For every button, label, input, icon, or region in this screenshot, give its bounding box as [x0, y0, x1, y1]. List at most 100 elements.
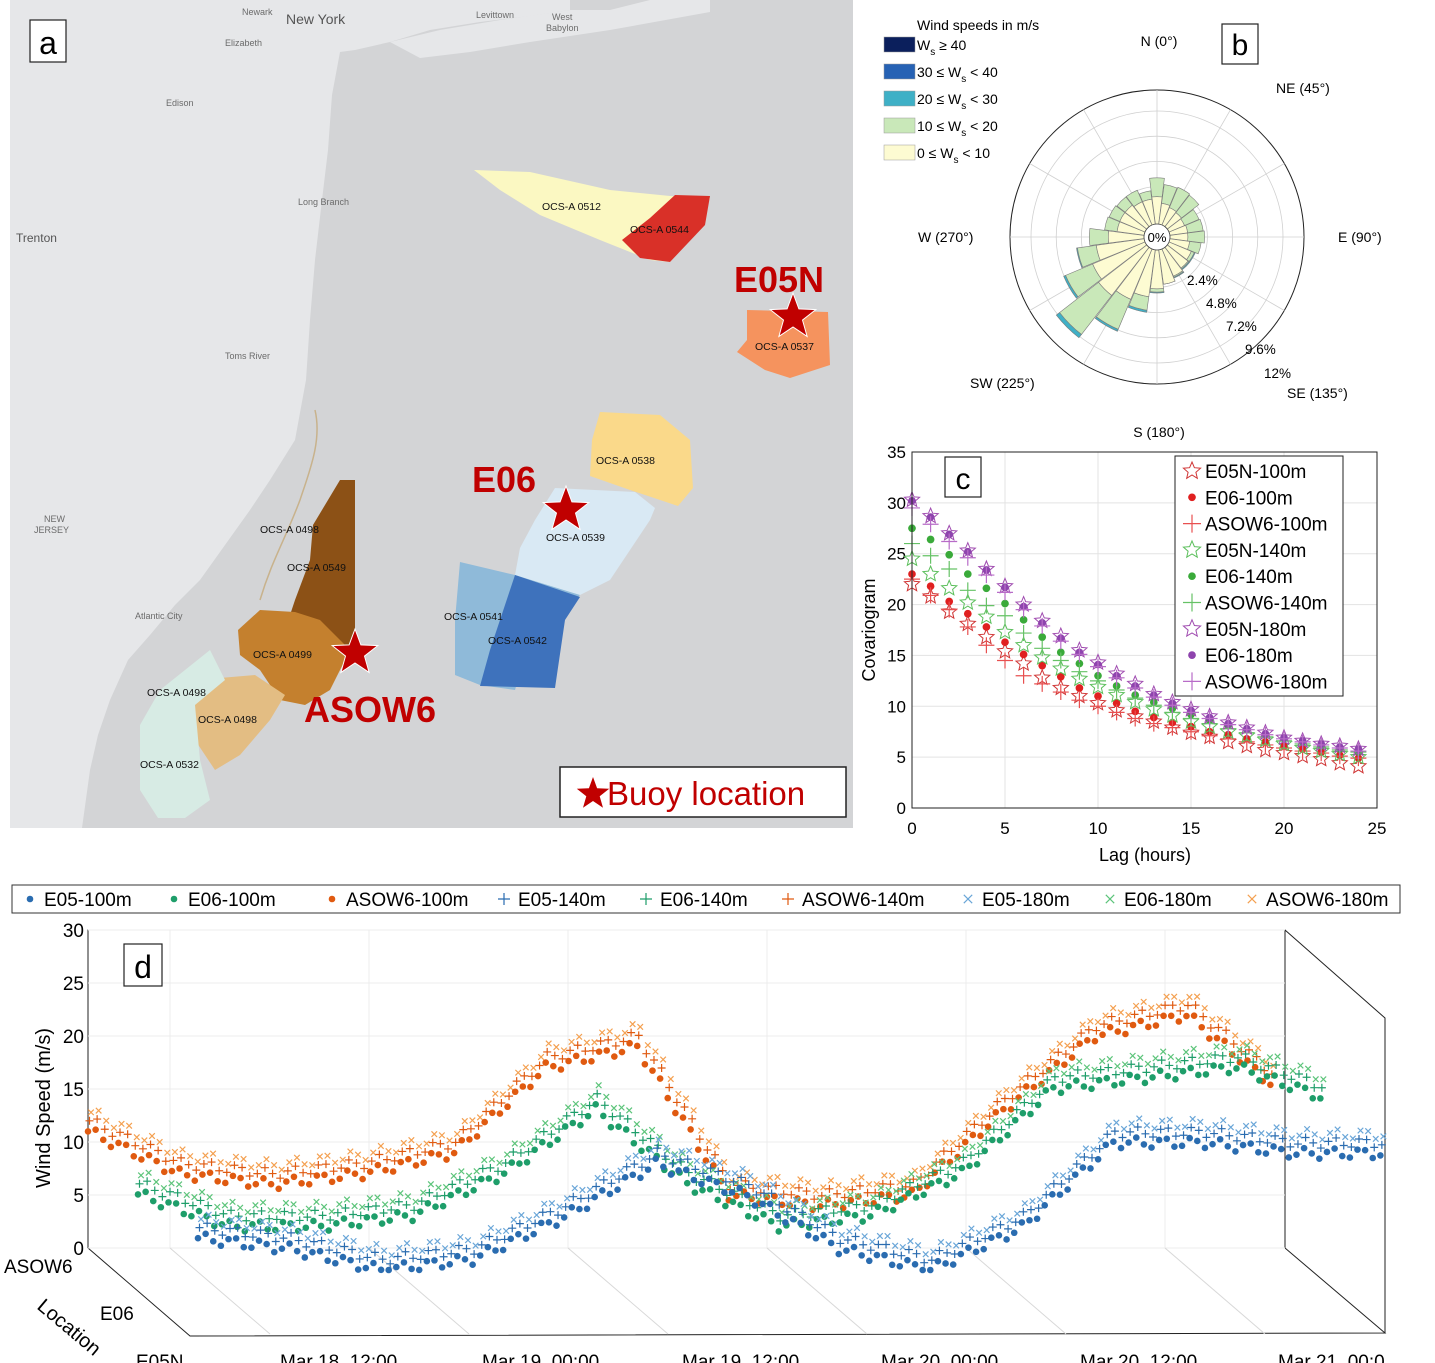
timeseries-point [1303, 1125, 1311, 1133]
timeseries-point [1145, 1012, 1154, 1021]
timeseries-point [337, 1164, 346, 1173]
timeseries-point [1249, 1057, 1258, 1066]
timeseries-point [1046, 1055, 1055, 1064]
timeseries-point [1225, 1131, 1234, 1140]
covariogram-point [996, 622, 1014, 640]
timeseries-point [973, 1161, 981, 1168]
timeseries-point [1217, 1124, 1226, 1133]
timeseries-point [421, 1148, 430, 1157]
covariogram-point [959, 618, 976, 635]
covariogram-point [977, 607, 996, 625]
timeseries-point [751, 1202, 759, 1209]
timeseries-point [1380, 1133, 1387, 1140]
timeseries-point [1145, 1023, 1152, 1031]
timeseries-point [827, 1177, 835, 1184]
timeseries-point [1210, 1062, 1217, 1069]
timeseries-point [401, 1247, 410, 1256]
timeseries-point [527, 1083, 534, 1091]
covariogram-point [1276, 730, 1292, 747]
timeseries-point [627, 1028, 636, 1037]
timeseries-point [703, 1145, 712, 1154]
timeseries-point [1218, 1051, 1227, 1060]
timeseries-point [633, 1120, 641, 1128]
timeseries-point [836, 1219, 844, 1226]
covariogram-point [945, 550, 954, 559]
timeseries-point [1039, 1069, 1048, 1078]
star-icon [576, 777, 610, 808]
timeseries-time-labels: Mar 18, 12:00 Mar 19, 00:00 Mar 19, 12:0… [280, 1352, 1385, 1363]
timeseries-point [1286, 1142, 1295, 1151]
timeseries-point [462, 1191, 470, 1199]
timeseries-ytick: 25 [63, 974, 84, 995]
timeseries-point [1354, 1146, 1361, 1153]
timeseries-point [1012, 1105, 1021, 1114]
timeseries-point [332, 1248, 341, 1257]
timeseries-point [534, 1127, 541, 1134]
timeseries-point [383, 1155, 391, 1164]
timeseries-point [1175, 1018, 1183, 1025]
timeseries-point [598, 1029, 606, 1036]
timeseries-point [958, 1239, 967, 1248]
timeseries-point [296, 1228, 304, 1236]
timeseries-point [914, 1241, 922, 1249]
covariogram-xtick: 15 [1182, 819, 1201, 838]
timeseries-point [1059, 1172, 1067, 1179]
timeseries-point [1372, 1135, 1379, 1143]
timeseries-point [1186, 993, 1193, 1001]
timeseries-point [1061, 1050, 1070, 1059]
timeseries-point [240, 1243, 248, 1251]
timeseries-point [1293, 1140, 1302, 1149]
covariogram-point [1001, 599, 1009, 608]
timeseries-point [179, 1146, 186, 1153]
timeseries-point [524, 1147, 533, 1156]
timeseries-point [1103, 1130, 1112, 1139]
covariogram-point [963, 609, 972, 618]
timeseries-point [1035, 1090, 1044, 1099]
timeseries-point [997, 1125, 1006, 1134]
timeseries-legend-label: E05-140m [518, 890, 606, 911]
timeseries-point [1219, 1116, 1227, 1124]
timeseries-point [1091, 1066, 1098, 1073]
timeseries-point [252, 1201, 259, 1209]
timeseries-point [898, 1185, 907, 1194]
timeseries-point [850, 1177, 858, 1185]
timeseries-point [1167, 1012, 1175, 1020]
timeseries-point [968, 1225, 975, 1232]
timeseries-point [606, 1190, 614, 1198]
timeseries-point [335, 1240, 342, 1248]
timeseries-point [937, 1238, 945, 1246]
ring-label: 2.4% [1187, 273, 1218, 288]
timeseries-point [998, 1213, 1006, 1220]
timeseries-point [965, 1233, 974, 1242]
timeseries-point [610, 1104, 618, 1112]
timeseries-point [1140, 998, 1147, 1006]
covariogram-point [1019, 615, 1028, 624]
timeseries-point [957, 1134, 964, 1142]
timeseries-legend: E05-100m E06-100m ASOW6-100m E05-140m E06-14… [26, 890, 1388, 911]
timeseries-point [763, 1193, 771, 1201]
timeseries-point [1235, 1129, 1242, 1136]
covariogram-point [1112, 699, 1121, 708]
timeseries-point [244, 1183, 252, 1190]
windrose-legend-swatch [883, 117, 916, 134]
timeseries-point [303, 1213, 312, 1222]
timeseries-point [867, 1213, 874, 1220]
timeseries-point [210, 1222, 218, 1230]
timeseries-point [812, 1234, 820, 1242]
timeseries-point [777, 1193, 784, 1200]
timeseries-point [631, 1128, 640, 1137]
timeseries-point [1213, 1034, 1221, 1042]
timeseries-point [329, 1167, 338, 1176]
timeseries-point [1151, 1125, 1158, 1132]
timeseries-point [1088, 1085, 1095, 1093]
timeseries-point [1280, 1126, 1288, 1134]
timeseries-point [827, 1239, 835, 1247]
timeseries-point [1232, 1032, 1239, 1039]
timeseries-point [199, 1159, 208, 1168]
timeseries-point [603, 1093, 610, 1101]
timeseries-point [435, 1184, 442, 1191]
timeseries-point [580, 1058, 588, 1066]
timeseries-point [153, 1178, 160, 1186]
timeseries-point [876, 1232, 884, 1240]
timeseries-point [433, 1192, 441, 1201]
